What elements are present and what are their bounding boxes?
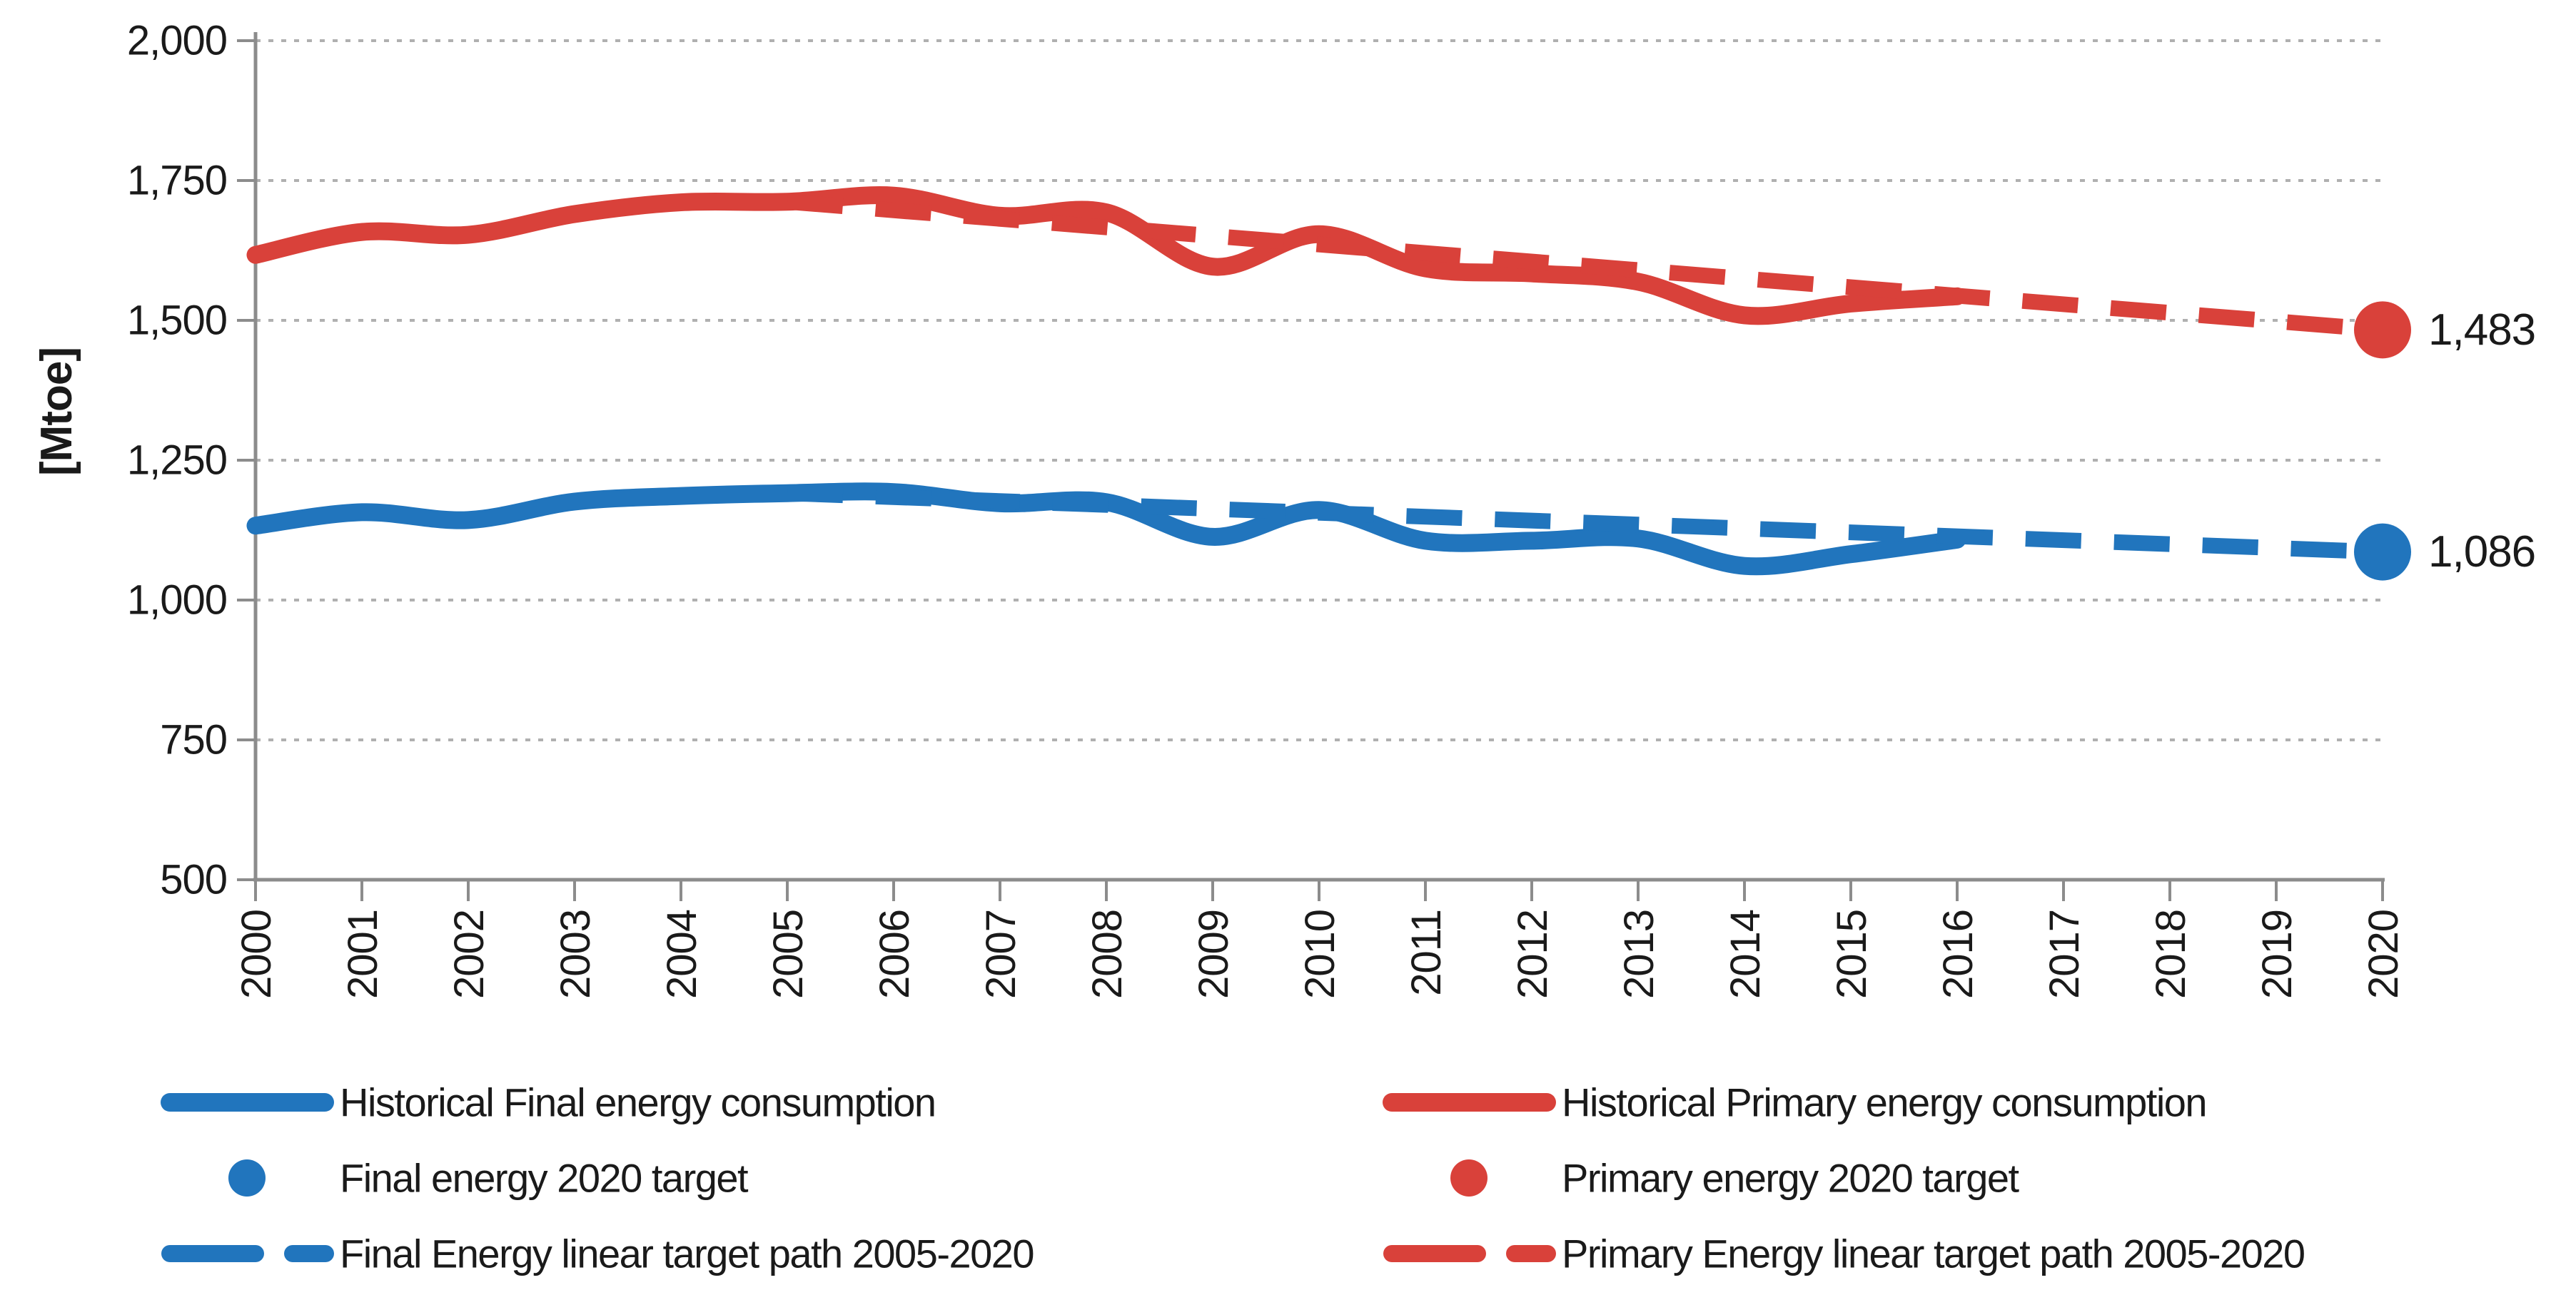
legend-label: Historical Final energy consumption bbox=[340, 1080, 936, 1125]
legend-item: Primary Energy linear target path 2005-2… bbox=[1383, 1231, 2305, 1276]
x-tick-label: 2015 bbox=[1829, 910, 1875, 999]
series-primary-target-path bbox=[787, 193, 2383, 338]
legend-item: Primary energy 2020 target bbox=[1450, 1156, 2021, 1201]
x-tick-label: 2017 bbox=[2041, 910, 2088, 999]
target-value-label: 1,483 bbox=[2428, 305, 2535, 355]
legend-item: Final Energy linear target path 2005-202… bbox=[161, 1231, 1035, 1276]
legend-swatch-dot bbox=[228, 1159, 266, 1197]
legend-swatch-dot bbox=[1450, 1159, 1487, 1197]
x-tick-label: 2014 bbox=[1722, 910, 1769, 999]
y-tick-label: 1,750 bbox=[127, 158, 227, 204]
target-dot-final-2020-target bbox=[2354, 523, 2411, 581]
x-tick-label: 2019 bbox=[2254, 910, 2300, 999]
x-tick-label: 2005 bbox=[765, 910, 812, 999]
x-tick-label: 2001 bbox=[340, 910, 386, 999]
x-tick-label: 2007 bbox=[978, 910, 1024, 999]
x-tick-label: 2002 bbox=[446, 910, 493, 999]
x-tick-label: 2016 bbox=[1935, 910, 1981, 999]
x-tick-label: 2009 bbox=[1191, 910, 1237, 999]
legend-item: Historical Final energy consumption bbox=[161, 1080, 936, 1125]
target-value-label: 1,086 bbox=[2428, 527, 2535, 577]
legend-label: Historical Primary energy consumption bbox=[1562, 1080, 2206, 1125]
x-tick-label: 2012 bbox=[1510, 910, 1556, 999]
series-group bbox=[246, 186, 2383, 576]
x-tick-label: 2000 bbox=[233, 910, 280, 999]
x-tick-label: 2004 bbox=[659, 910, 705, 999]
y-tick-label: 750 bbox=[160, 717, 227, 763]
y-axis-title: [Mtoe] bbox=[32, 347, 81, 476]
legend-label: Final Energy linear target path 2005-202… bbox=[340, 1231, 1034, 1276]
legend-label: Primary energy 2020 target bbox=[1562, 1156, 2020, 1201]
legend-item: Final energy 2020 target bbox=[228, 1156, 750, 1201]
axes-group: 500 750 1,000 1,250 1,500 1,750 2,000 2000 2001 2… bbox=[127, 18, 2407, 1000]
legend-item: Historical Primary energy consumption bbox=[1383, 1080, 2208, 1125]
x-tick-label: 2013 bbox=[1616, 910, 1662, 999]
series-final-target-path bbox=[787, 485, 2383, 560]
x-tick-label: 2008 bbox=[1084, 910, 1131, 999]
x-tick-label: 2011 bbox=[1403, 910, 1450, 996]
y-tick-label: 2,000 bbox=[127, 18, 227, 64]
y-tick-label: 1,500 bbox=[127, 298, 227, 344]
y-tick-label: 1,250 bbox=[127, 437, 227, 484]
target-dot-primary-2020-target bbox=[2354, 301, 2411, 359]
legend-label: Primary Energy linear target path 2005-2… bbox=[1562, 1231, 2305, 1276]
x-tick-label: 2010 bbox=[1297, 910, 1343, 999]
x-tick-label: 2018 bbox=[2148, 910, 2194, 999]
x-tick-label: 2006 bbox=[872, 910, 918, 999]
legend-label: Final energy 2020 target bbox=[340, 1156, 749, 1201]
y-tick-label: 1,000 bbox=[127, 577, 227, 624]
x-tick-label: 2020 bbox=[2360, 910, 2407, 999]
gridlines-group bbox=[256, 39, 2383, 741]
series-historical-primary bbox=[246, 186, 1966, 325]
x-tick-label: 2003 bbox=[552, 910, 599, 999]
legend-group: Historical Final energy consumption Final… bbox=[161, 1080, 2305, 1276]
y-tick-label: 500 bbox=[160, 857, 227, 903]
target-points-group: 1,483 1,086 bbox=[2354, 301, 2536, 581]
